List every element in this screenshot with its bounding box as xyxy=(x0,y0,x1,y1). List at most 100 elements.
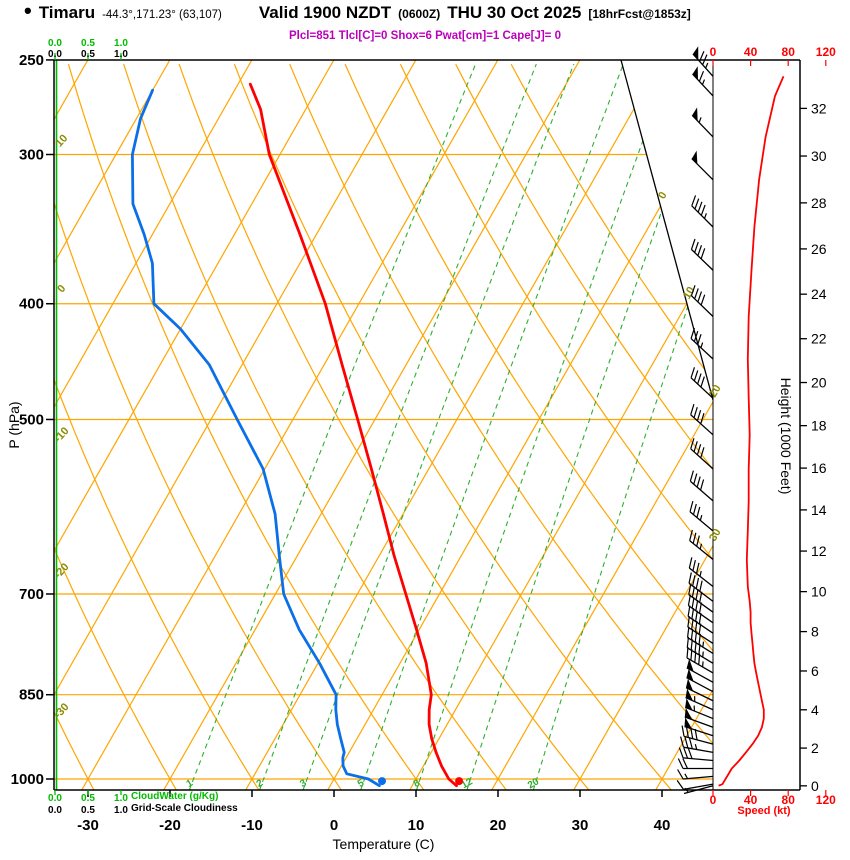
wind-barb xyxy=(690,404,714,436)
speed-tick-label-bottom: 80 xyxy=(782,793,796,807)
cloudiness-scale-bottom: 1.0 xyxy=(114,805,128,816)
barb-feather xyxy=(690,327,696,339)
barb-feather xyxy=(686,626,690,638)
barb-feather xyxy=(691,608,695,620)
cloudwater-scale-bottom: 0.0 xyxy=(48,793,62,804)
barb-feather xyxy=(700,294,706,306)
wind-barb xyxy=(686,658,714,683)
barb-staff xyxy=(683,775,714,780)
wind-barb xyxy=(678,747,714,762)
isotherm-line xyxy=(491,60,713,790)
mixing-ratio-line xyxy=(415,63,672,790)
barb-feather xyxy=(694,610,698,622)
barb-feather xyxy=(682,758,689,769)
barb-flag xyxy=(684,707,693,720)
dry-adiabat-label: -10 xyxy=(52,425,72,445)
dry-adiabat-line xyxy=(344,63,713,790)
barb-feather xyxy=(694,241,699,253)
height-tick-label: 32 xyxy=(811,100,827,116)
cloudiness-scale-top: 1.0 xyxy=(114,49,128,60)
wind-barb xyxy=(692,66,714,97)
wind-barb xyxy=(688,557,714,588)
barb-flag xyxy=(685,688,693,701)
isotherm-line xyxy=(54,60,335,790)
mixing-ratio-line xyxy=(302,63,575,790)
cloudiness-scale-bottom: 0.0 xyxy=(48,805,62,816)
barb-feather xyxy=(691,618,694,630)
mixing-ratio-line xyxy=(532,63,713,790)
height-tick-label: 0 xyxy=(811,778,819,794)
barb-feather xyxy=(677,769,684,780)
temperature-tick-label: -20 xyxy=(159,817,181,834)
barb-feather xyxy=(694,728,698,740)
height-tick-label: 28 xyxy=(811,195,827,211)
barb-staff xyxy=(683,785,714,795)
height-tick-label: 30 xyxy=(811,148,827,164)
wind-barb xyxy=(689,500,714,532)
barb-flag xyxy=(692,46,699,60)
pressure-tick-label: 400 xyxy=(19,296,44,313)
barb-staff xyxy=(687,615,714,634)
barb-feather xyxy=(677,758,684,769)
barb-staff xyxy=(688,582,714,602)
cloudiness-scale-top: 0.5 xyxy=(81,49,95,60)
wind-barb xyxy=(685,678,714,702)
wind-barb xyxy=(689,529,714,561)
temperature-tick-label: 20 xyxy=(490,817,507,834)
valid-utc: (0600Z) xyxy=(398,7,441,21)
speed-tick-label-bottom: 120 xyxy=(816,793,836,807)
barb-feather xyxy=(696,476,701,488)
barb-feather xyxy=(688,737,693,749)
height-tick-label: 16 xyxy=(811,460,827,476)
barb-staff xyxy=(687,626,714,644)
wind-barb xyxy=(691,150,714,181)
isotherm-line xyxy=(163,60,581,790)
barb-half xyxy=(701,79,706,85)
surface-dewpoint-dot xyxy=(378,777,387,786)
barb-feather xyxy=(692,503,697,515)
barb-feather xyxy=(688,583,692,595)
barb-feather xyxy=(693,473,698,485)
speed-axis-label: Speed (kt) xyxy=(737,805,791,817)
barb-feather xyxy=(695,562,700,574)
dry-adiabat-line xyxy=(510,63,713,790)
cloudwater-scale-top: 0.5 xyxy=(81,38,95,49)
dry-adiabat-line xyxy=(178,63,590,790)
cloudwater-axis-label: CloudWater (g/Kg) xyxy=(131,791,219,802)
barb-feather xyxy=(693,441,698,453)
barb-half xyxy=(699,543,703,550)
barb-half xyxy=(703,213,707,219)
height-tick-label: 24 xyxy=(811,286,827,302)
height-tick-label: 2 xyxy=(811,740,819,756)
speed-tick-label-top: 0 xyxy=(710,45,717,59)
barb-flag xyxy=(692,107,698,122)
barb-staff xyxy=(686,657,714,674)
barb-staff xyxy=(688,594,714,613)
wind-barb xyxy=(690,285,714,317)
mixing-ratio-label: 12 xyxy=(460,776,476,791)
barb-feather xyxy=(681,725,685,737)
cloudwater-scale-top: 0.0 xyxy=(48,38,62,49)
barb-feather xyxy=(695,577,700,589)
barb-feather xyxy=(687,616,690,628)
barb-feather xyxy=(680,736,685,748)
dewpoint-curve xyxy=(130,88,381,788)
barb-feather xyxy=(695,588,699,600)
mixing-ratio-label: 20 xyxy=(526,776,542,791)
dry-adiabat-line xyxy=(233,63,673,790)
barb-staff xyxy=(690,414,714,436)
mixing-ratio-line xyxy=(466,63,713,790)
barb-staff xyxy=(690,377,714,399)
barb-feather xyxy=(687,594,691,606)
barb-feather xyxy=(683,747,689,759)
dry-adiabat-label: -20 xyxy=(52,561,72,581)
temperature-tick-label: -30 xyxy=(77,817,99,834)
barb-feather xyxy=(690,238,696,250)
barb-staff xyxy=(692,53,714,77)
barb-feather xyxy=(685,726,689,738)
wind-barb xyxy=(684,698,714,720)
speed-tick-label-top: 40 xyxy=(744,45,758,59)
stability-indices-line: Plcl=851 Tlcl[C]=0 Shox=6 Pwat[cm]=1 Cap… xyxy=(289,30,561,42)
wind-barb xyxy=(691,195,714,228)
barb-feather xyxy=(693,330,699,342)
